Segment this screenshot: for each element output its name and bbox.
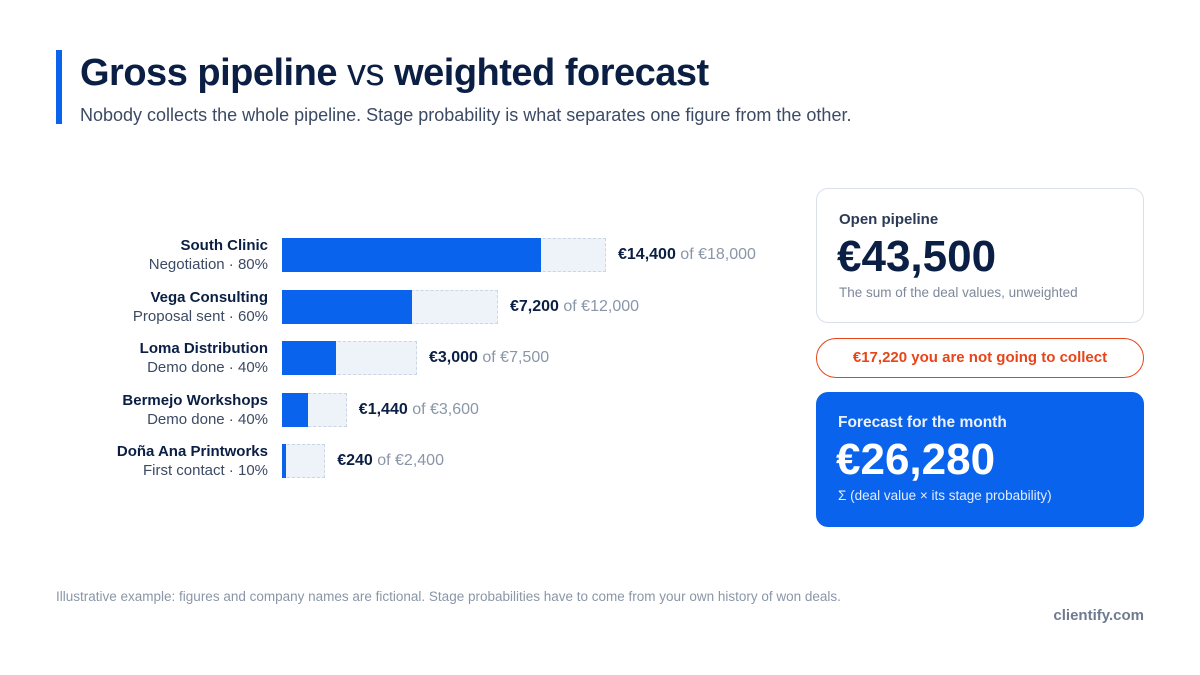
company-name: Vega Consulting xyxy=(150,288,268,306)
uncollected-gap-badge: €17,220 you are not going to collect xyxy=(816,338,1144,378)
chart-row: South Clinic Negotiation · 80% €14,400 of … xyxy=(0,237,800,273)
open-pipeline-value: €43,500 xyxy=(837,232,997,281)
deal-stage: Demo done · 40% xyxy=(147,359,268,376)
company-name: Doña Ana Printworks xyxy=(116,443,268,460)
deal-total-amount: of €3,600 xyxy=(412,400,479,418)
title-accent-bar xyxy=(56,50,62,124)
chart-row: Vega Consulting Proposal sent · 60% €7,200… xyxy=(0,289,800,325)
bar-deal-value xyxy=(282,444,326,478)
company-name: Loma Distribution xyxy=(139,340,268,357)
pipeline-bar-chart: South Clinic Negotiation · 80% €14,400 of … xyxy=(0,230,800,490)
page-subtitle: Nobody collects the whole pipeline. Stag… xyxy=(80,105,852,125)
open-pipeline-card: Open pipeline €43,500 The sum of the dea… xyxy=(816,188,1144,323)
weighted-amount: €1,440 xyxy=(358,400,408,418)
bar-weighted-value xyxy=(282,444,287,478)
forecast-card: Forecast for the month €26,280 Σ (deal v… xyxy=(816,392,1144,527)
bar-data-label: €1,440 of €3,600 xyxy=(359,401,479,419)
title-vs: vs xyxy=(347,52,385,94)
forecast-note: Σ (deal value × its stage probability) xyxy=(838,488,1052,503)
deal-stage: First contact · 10% xyxy=(142,462,268,479)
bar-data-label: €14,400 of €18,000 xyxy=(618,246,756,264)
open-pipeline-note: The sum of the deal values, unweighted xyxy=(839,285,1078,300)
chart-row: Doña Ana Printworks First contact · 10% €2… xyxy=(0,443,800,479)
forecast-value: €26,280 xyxy=(836,435,996,484)
deal-total-amount: of €2,400 xyxy=(377,452,444,469)
company-name: Bermejo Workshops xyxy=(122,391,268,409)
chart-row: Loma Distribution Demo done · 40% €3,000 o… xyxy=(0,340,800,376)
deal-stage: Demo done · 40% xyxy=(147,410,268,428)
chart-row: Bermejo Workshops Demo done · 40% €1,440 o… xyxy=(0,392,800,428)
weighted-amount: €240 xyxy=(337,452,373,469)
bar-data-label: €240 of €2,400 xyxy=(337,452,444,470)
title-part-gross: Gross pipeline xyxy=(80,52,337,94)
bar-data-label: €3,000 of €7,500 xyxy=(429,349,549,367)
deal-total-amount: of €18,000 xyxy=(680,246,756,263)
brand-link[interactable]: clientify.com xyxy=(1053,607,1144,624)
deal-stage: Proposal sent · 60% xyxy=(132,307,268,325)
company-name: South Clinic xyxy=(180,237,269,254)
forecast-label: Forecast for the month xyxy=(838,414,1007,431)
deal-total-amount: of €12,000 xyxy=(563,297,640,315)
bar-weighted-value xyxy=(282,392,308,427)
bar-weighted-value xyxy=(282,341,336,375)
open-pipeline-label: Open pipeline xyxy=(839,211,939,228)
row-label: Bermejo Workshops Demo done · 40% xyxy=(122,392,268,429)
deal-total-amount: of €7,500 xyxy=(482,349,550,366)
footnote: Illustrative example: figures and compan… xyxy=(56,589,841,604)
row-label: Loma Distribution Demo done · 40% xyxy=(140,340,268,377)
bar-weighted-value xyxy=(282,289,412,324)
bar-weighted-value xyxy=(282,238,542,272)
deal-stage: Negotiation · 80% xyxy=(148,256,268,273)
weighted-amount: €7,200 xyxy=(510,297,559,315)
title-part-weighted: weighted forecast xyxy=(394,52,709,94)
page-title: Gross pipeline vs weighted forecast xyxy=(80,50,709,96)
row-label: Doña Ana Printworks First contact · 10% xyxy=(117,443,268,480)
weighted-amount: €3,000 xyxy=(429,349,478,366)
weighted-amount: €14,400 xyxy=(618,246,676,263)
row-label: Vega Consulting Proposal sent · 60% xyxy=(133,289,268,326)
bar-data-label: €7,200 of €12,000 xyxy=(510,298,639,316)
row-label: South Clinic Negotiation · 80% xyxy=(149,237,268,274)
